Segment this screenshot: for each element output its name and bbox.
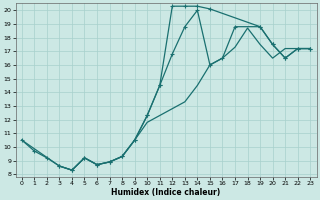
- X-axis label: Humidex (Indice chaleur): Humidex (Indice chaleur): [111, 188, 221, 197]
